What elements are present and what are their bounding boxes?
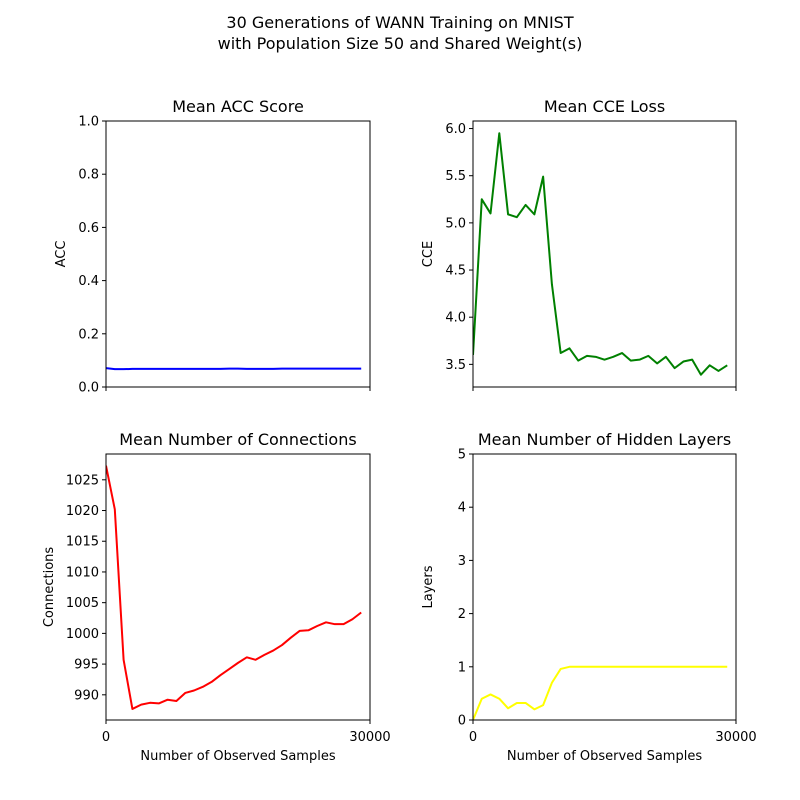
ytick-label-cce: 6.0 bbox=[445, 122, 466, 137]
ytick-label-layers: 2 bbox=[458, 607, 466, 622]
xtick-label-connections: 0 bbox=[102, 730, 110, 745]
ytick-label-connections: 1000 bbox=[66, 627, 99, 642]
ytick-label-layers: 4 bbox=[458, 501, 466, 516]
ylabel-cce: CCE bbox=[421, 241, 436, 267]
ytick-label-layers: 3 bbox=[458, 554, 466, 569]
ytick-label-cce: 4.0 bbox=[445, 311, 466, 326]
ytick-label-connections: 995 bbox=[74, 658, 99, 673]
ylabel-layers: Layers bbox=[421, 565, 436, 608]
ytick-label-layers: 1 bbox=[458, 660, 466, 675]
ytick-label-acc: 0.8 bbox=[78, 168, 99, 183]
subplot-title-layers: Mean Number of Hidden Layers bbox=[478, 430, 731, 449]
ytick-label-cce: 3.5 bbox=[445, 358, 466, 373]
axes-frame-acc bbox=[105, 120, 371, 388]
series-line-acc bbox=[106, 367, 362, 371]
axes-frame-cce bbox=[472, 120, 737, 388]
ytick-label-cce: 5.5 bbox=[445, 169, 466, 184]
figure-title: 30 Generations of WANN Training on MNIST… bbox=[0, 12, 800, 54]
series-line-layers bbox=[473, 665, 728, 720]
ytick-label-layers: 5 bbox=[458, 448, 466, 463]
ytick-label-connections: 1025 bbox=[66, 473, 99, 488]
ytick-label-connections: 1005 bbox=[66, 596, 99, 611]
subplot-title-cce: Mean CCE Loss bbox=[544, 97, 665, 116]
ytick-label-connections: 1010 bbox=[66, 565, 99, 580]
ytick-label-cce: 4.5 bbox=[445, 264, 466, 279]
axes-frame-layers bbox=[472, 453, 737, 721]
ytick-label-acc: 1.0 bbox=[78, 115, 99, 130]
xtick-label-connections: 30000 bbox=[349, 730, 390, 745]
xtick-label-layers: 30000 bbox=[715, 730, 756, 745]
ytick-label-acc: 0.6 bbox=[78, 221, 99, 236]
ytick-label-layers: 0 bbox=[458, 714, 466, 729]
subplot-title-acc: Mean ACC Score bbox=[172, 97, 304, 116]
axes-frame-connections bbox=[105, 453, 371, 721]
ytick-label-acc: 0.0 bbox=[78, 381, 99, 396]
xlabel-connections: Number of Observed Samples bbox=[140, 749, 335, 764]
ytick-label-connections: 1020 bbox=[66, 504, 99, 519]
figure-title-line2: with Population Size 50 and Shared Weigh… bbox=[217, 34, 583, 53]
ytick-label-connections: 990 bbox=[74, 688, 99, 703]
figure-title-line1: 30 Generations of WANN Training on MNIST bbox=[226, 13, 574, 32]
series-line-connections bbox=[106, 465, 362, 710]
ytick-label-acc: 0.4 bbox=[78, 274, 99, 289]
ytick-label-cce: 5.0 bbox=[445, 216, 466, 231]
subplot-title-connections: Mean Number of Connections bbox=[119, 430, 356, 449]
xlabel-layers: Number of Observed Samples bbox=[507, 749, 702, 764]
ylabel-acc: ACC bbox=[54, 241, 69, 268]
ytick-label-connections: 1015 bbox=[66, 535, 99, 550]
ylabel-connections: Connections bbox=[42, 547, 57, 628]
xtick-label-layers: 0 bbox=[469, 730, 477, 745]
ytick-label-acc: 0.2 bbox=[78, 327, 99, 342]
series-line-cce bbox=[473, 132, 728, 376]
